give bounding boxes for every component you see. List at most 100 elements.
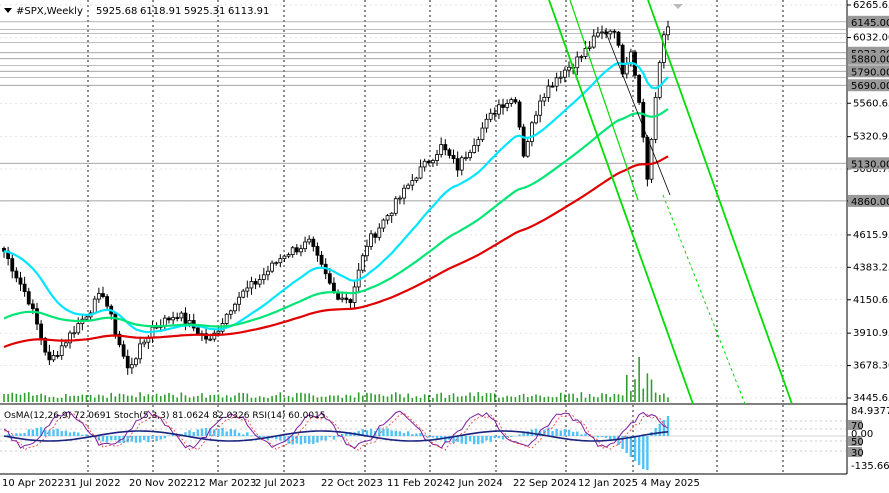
candle-body	[22, 283, 27, 293]
time-axis-label: 2 Jun 2024	[449, 478, 503, 489]
candle-body	[538, 100, 543, 116]
candle-body	[497, 104, 501, 115]
candle-body	[303, 241, 307, 250]
candle-body	[562, 69, 567, 78]
candle-body	[340, 297, 345, 300]
candle-body	[468, 152, 472, 159]
candle-body	[39, 323, 44, 339]
candle-body	[105, 296, 110, 307]
candle-body	[319, 254, 324, 265]
candle-body	[171, 317, 175, 321]
candle-body	[418, 166, 423, 179]
price-tick-label: 3445.65	[853, 393, 889, 404]
candle-body	[315, 246, 320, 256]
candle-body	[270, 262, 274, 272]
channel-line-lower	[548, 0, 694, 405]
chart-shift-icon[interactable]	[673, 4, 683, 9]
candle-body	[525, 141, 530, 157]
candle-body	[501, 104, 505, 108]
candle-body	[63, 342, 68, 347]
candle-body	[509, 99, 514, 104]
candle-body	[18, 277, 23, 285]
candle-body	[35, 308, 39, 325]
candle-body	[101, 293, 105, 297]
time-axis-label: 22 Oct 2023	[321, 478, 383, 489]
candle-body	[567, 66, 571, 71]
indicator-level-tag	[848, 436, 862, 446]
candle-body	[542, 97, 547, 102]
candle-body	[212, 332, 217, 340]
candle-body	[187, 320, 192, 324]
ohlc-open: 5925.68	[96, 6, 137, 17]
candle-body	[616, 31, 621, 46]
candle-body	[167, 317, 171, 321]
candle-body	[274, 262, 279, 265]
volume-bars	[3, 357, 669, 402]
time-axis-label: 2 Jul 2023	[255, 478, 305, 489]
indicator-tick-label: 30	[851, 448, 864, 459]
candle-body	[476, 139, 481, 146]
candle-body	[257, 279, 262, 285]
candle-body	[332, 282, 336, 293]
candle-body	[426, 160, 431, 164]
time-axis: 10 Apr 2022 31 Jul 2022 20 Nov 2022 12 Mar …	[2, 478, 700, 489]
candle-body	[422, 160, 427, 168]
candle-body	[484, 118, 489, 129]
candle-body	[307, 238, 312, 243]
indicator-tick-label: -135.665	[851, 461, 889, 472]
candle-body	[641, 101, 646, 138]
ohlc-low: 5925.31	[184, 6, 225, 17]
ohlc-close: 6113.91	[228, 6, 269, 17]
price-tick-label: 3910.95	[853, 328, 889, 339]
collapse-triangle-icon[interactable]	[4, 8, 12, 13]
candle-body	[125, 355, 130, 369]
candle-body	[278, 258, 283, 264]
candle-body	[649, 138, 654, 180]
candle-body	[464, 157, 468, 160]
candle-body	[47, 351, 52, 361]
candle-body	[245, 287, 250, 292]
candle-body	[179, 312, 184, 319]
candle-body	[286, 254, 291, 257]
candle-body	[208, 338, 213, 341]
candle-body	[253, 281, 258, 285]
candle-body	[290, 247, 295, 255]
candle-body	[117, 333, 122, 346]
candle-body	[600, 31, 604, 34]
indicator-tick-label: 84.9377	[851, 406, 889, 417]
candle-body	[228, 310, 233, 315]
candle-body	[175, 317, 180, 319]
price-level-label: 5880.00	[851, 55, 889, 66]
symbol-title: #SPX,Weekly	[16, 6, 83, 17]
price-level-tag	[848, 15, 889, 28]
indicator-tick-label: 70	[851, 421, 864, 432]
candle-body	[488, 112, 493, 120]
candle-body	[455, 158, 460, 171]
candle-body	[666, 26, 670, 36]
channel-line-inner	[569, 0, 639, 201]
price-level-label: 5690.00	[851, 81, 889, 92]
candle-body	[620, 44, 625, 75]
candle-body	[365, 245, 369, 257]
candle-body	[550, 85, 555, 88]
price-tick-label: 6265.65	[853, 0, 889, 11]
trend-channel	[548, 0, 793, 405]
candle-body	[591, 35, 596, 48]
ema-slow-line	[3, 155, 669, 349]
candle-body	[521, 126, 526, 157]
indicator-header: OsMA(12,26,9) 72.0691 Stoch(5,3,3) 81.06…	[4, 411, 326, 421]
moving-averages	[3, 61, 669, 349]
candle-body	[653, 96, 658, 140]
time-axis-label: 12 Mar 2023	[193, 478, 256, 489]
candle-body	[282, 255, 287, 260]
candle-body	[113, 313, 118, 335]
candle-body	[96, 293, 101, 300]
candle-body	[294, 247, 299, 253]
candle-body	[410, 180, 415, 186]
candle-body	[637, 74, 642, 103]
price-level-label: 5130.00	[851, 159, 889, 170]
candle-body	[492, 112, 497, 115]
price-level-tag	[848, 65, 889, 78]
